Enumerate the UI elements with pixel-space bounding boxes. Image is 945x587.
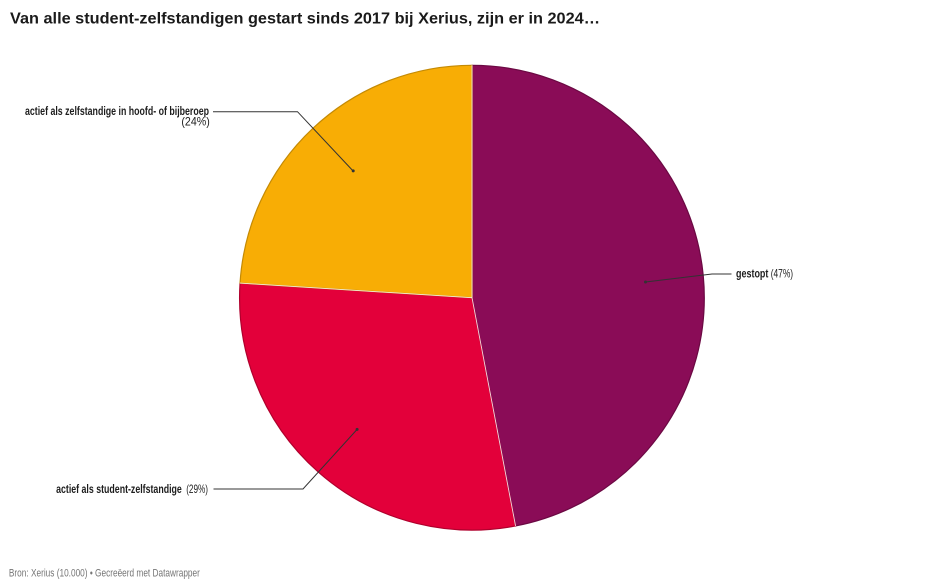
- svg-text:(47%): (47%): [771, 267, 793, 281]
- svg-text:Bron: Xerius (10.000) • Gecreë: Bron: Xerius (10.000) • Gecreëerd met Da…: [9, 568, 200, 580]
- svg-text:gestopt: gestopt: [736, 267, 768, 281]
- svg-text:(24%): (24%): [181, 114, 209, 128]
- svg-text:actief als student-zelfstandig: actief als student-zelfstandige: [56, 482, 182, 496]
- svg-text:Van alle student-zelfstandigen: Van alle student-zelfstandigen gestart s…: [10, 10, 600, 27]
- svg-text:(29%): (29%): [186, 482, 208, 496]
- svg-text:actief als zelfstandige in hoo: actief als zelfstandige in hoofd- of bij…: [25, 104, 209, 118]
